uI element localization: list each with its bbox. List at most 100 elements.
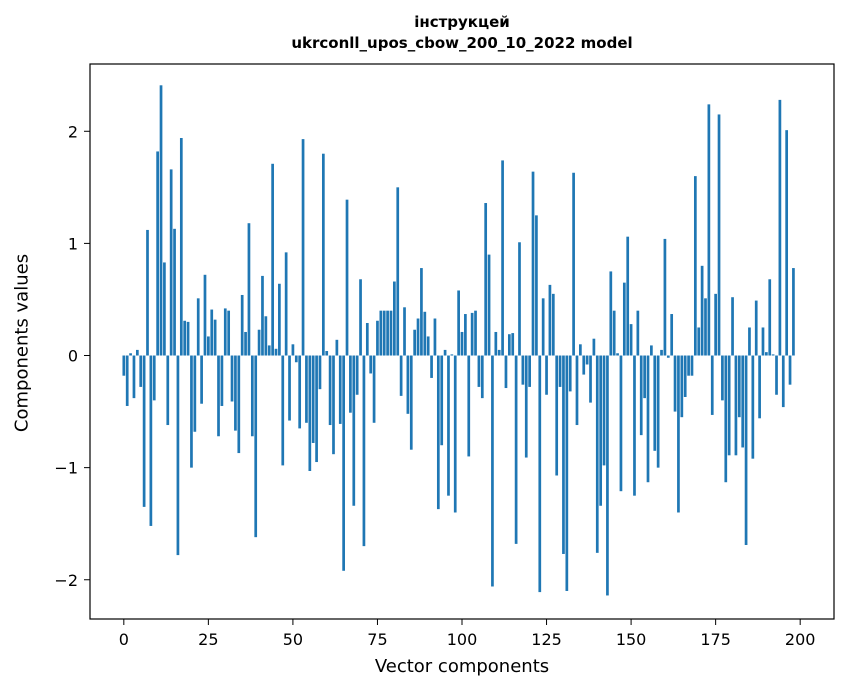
x-tick-label: 75 [367,630,387,649]
bar-103 [470,312,474,356]
bar-136 [582,355,586,375]
bar-78 [386,310,389,356]
bar-107 [484,203,488,356]
bar-18 [183,320,187,356]
bar-94 [440,355,444,446]
bar-71 [362,355,366,547]
bar-10 [156,151,159,356]
bar-123 [538,355,542,593]
bar-185 [748,327,751,356]
bar-111 [497,349,501,356]
bar-156 [650,345,653,356]
bar-40 [257,329,261,356]
bar-120 [528,355,531,387]
bar-65 [342,355,345,571]
bar-92 [433,318,437,356]
y-tick-label: 0 [68,347,78,366]
y-axis-ticks: −2 −1 0 1 2 [54,122,90,590]
bar-39 [254,355,258,538]
bar-181 [734,355,738,456]
y-axis-label: Components values [11,253,33,433]
bar-169 [693,176,697,356]
y-tick-label: −2 [54,571,78,590]
y-tick-label: 2 [68,122,78,141]
bar-127 [551,293,555,356]
bar-54 [305,355,308,423]
bar-49 [288,355,291,421]
bar-158 [656,355,660,468]
bar-172 [704,298,707,356]
bar-101 [464,314,467,356]
bar-93 [436,355,440,510]
chart-title-line-2: ukrconll_upos_cbow_200_10_2022 model [291,34,633,52]
bar-14 [169,169,173,356]
bar-105 [477,355,481,387]
bar-36 [244,331,247,356]
bar-47 [281,355,285,466]
bar-192 [771,354,775,356]
bar-176 [717,114,721,356]
chart-title: інструкцей ukrconll_upos_cbow_200_10_202… [90,12,834,54]
bar-193 [775,355,778,395]
bar-118 [521,355,525,385]
bar-161 [666,355,670,358]
x-tick-label: 150 [616,630,647,649]
bar-150 [629,324,633,356]
bar-37 [247,223,251,356]
bar-63 [335,339,339,356]
bar-174 [710,355,714,415]
bar-106 [480,355,484,399]
bar-184 [744,355,748,545]
bar-121 [531,171,535,356]
bar-110 [494,331,498,356]
x-axis-ticks: 0 25 50 75 100 125 150 175 200 [119,619,815,649]
bar-50 [291,344,295,356]
x-tick-label: 100 [447,630,478,649]
bar-119 [524,355,528,458]
bar-24 [203,274,207,356]
chart-title-line-1: інструкцей [414,13,510,31]
bar-87 [416,318,420,356]
bar-128 [555,355,559,476]
bar-45 [274,348,278,356]
bar-88 [420,268,423,356]
bar-141 [599,355,603,506]
bar-32 [230,355,234,402]
bar-178 [724,355,728,483]
bar-46 [278,283,281,356]
bar-100 [460,331,464,356]
bar-179 [727,355,731,456]
bar-29 [220,355,224,406]
bar-146 [616,353,619,356]
x-tick-label: 175 [700,630,731,649]
bar-9 [152,355,156,401]
bar-68 [352,355,356,506]
bar-104 [474,310,477,356]
bar-81 [396,187,400,356]
bar-113 [504,355,508,389]
bar-8 [149,355,153,526]
bar-74 [372,355,376,423]
bar-138 [589,355,592,403]
bar-77 [382,310,386,356]
bar-99 [457,290,460,356]
bar-165 [680,355,684,418]
bar-140 [595,355,599,553]
bar-55 [308,355,312,471]
bar-186 [751,355,755,459]
bar-166 [683,355,687,397]
bar-190 [765,352,768,356]
y-tick-label: 1 [68,234,78,253]
bar-19 [186,321,190,356]
bar-188 [758,355,761,419]
bar-13 [166,355,170,426]
bar-171 [700,265,704,356]
bar-147 [619,355,623,492]
bar-108 [487,254,491,356]
x-tick-label: 125 [531,630,562,649]
bar-187 [754,300,758,356]
bar-60 [325,351,329,356]
bar-7 [146,229,149,356]
bar-115 [511,333,515,356]
bar-1 [125,355,129,406]
